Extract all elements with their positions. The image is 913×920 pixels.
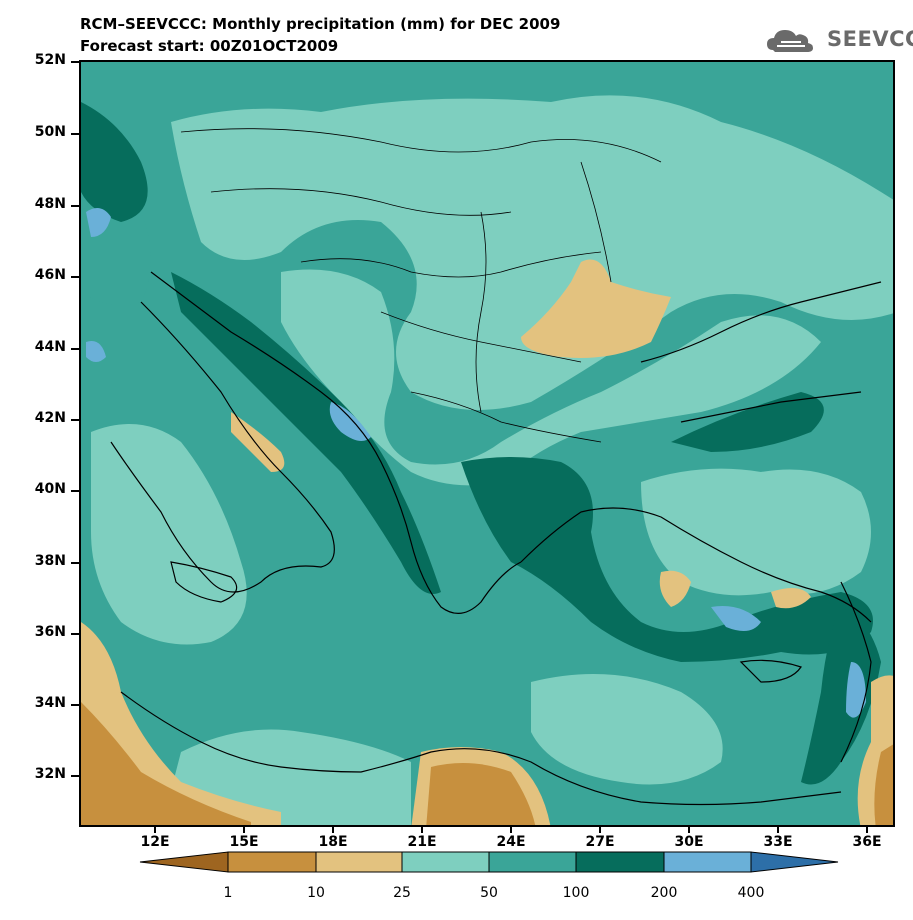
lat-label-46n: 46N (34, 267, 66, 283)
lon-tick (421, 827, 423, 833)
lon-tick (510, 827, 512, 833)
lat-tick (71, 61, 79, 63)
lon-tick (154, 827, 156, 833)
precip-region-100-200-levant (801, 602, 881, 785)
title-line-1: RCM–SEEVCCC: Monthly precipitation (mm) … (80, 15, 561, 33)
colorbar-segment-gt400 (750, 851, 839, 873)
lat-label-32n: 32N (34, 766, 66, 782)
map-title: RCM–SEEVCCC: Monthly precipitation (mm) … (80, 13, 560, 57)
lon-label-36e: 36E (852, 834, 882, 850)
logo-text: SEEVCCC (827, 27, 913, 51)
lon-tick (688, 827, 690, 833)
colorbar-label-400: 400 (737, 885, 765, 901)
border-layer (180, 128, 662, 443)
colorbar-segment-200-400 (663, 851, 752, 873)
precip-region-25-50-levant-sea (531, 674, 723, 785)
lon-label-33e: 33E (763, 834, 793, 850)
lat-tick (71, 419, 79, 421)
colorbar-segment-25-50 (401, 851, 490, 873)
map-svg (81, 62, 893, 825)
precip-region-25-50-balkans (281, 269, 821, 486)
lon-tick (243, 827, 245, 833)
lat-tick (71, 704, 79, 706)
colorbar-legend (139, 851, 839, 873)
lon-label-15e: 15E (229, 834, 259, 850)
lon-label-18e: 18E (318, 834, 348, 850)
lon-label-30e: 30E (674, 834, 704, 850)
lat-label-38n: 38N (34, 553, 66, 569)
lat-tick (71, 633, 79, 635)
precip-region-1-10-africa (81, 702, 251, 825)
colorbar-segment-lt1 (139, 851, 229, 873)
lon-label-24e: 24E (496, 834, 526, 850)
precip-region-100-200-blacksea (671, 392, 824, 452)
lat-label-42n: 42N (34, 410, 66, 426)
colorbar-label-10: 10 (307, 885, 325, 901)
lat-tick (71, 775, 79, 777)
lat-label-50n: 50N (34, 124, 66, 140)
precip-region-100-200-alps (81, 102, 148, 222)
lat-label-36n: 36N (34, 624, 66, 640)
colorbar-label-200: 200 (650, 885, 678, 901)
lat-label-44n: 44N (34, 339, 66, 355)
precip-region-25-50-tyrrhenian (91, 424, 247, 645)
lat-label-52n: 52N (34, 52, 66, 68)
precip-region-1-10-east (874, 744, 893, 825)
colorbar-segment-1-10 (227, 851, 317, 873)
lon-label-21e: 21E (407, 834, 437, 850)
precip-region-1-10-egypt (426, 763, 536, 825)
lon-label-27e: 27E (585, 834, 615, 850)
colorbar-label-100: 100 (562, 885, 590, 901)
colorbar-label-50: 50 (480, 885, 498, 901)
lat-label-40n: 40N (34, 481, 66, 497)
colorbar-segment-100-200 (575, 851, 665, 873)
precip-region-10-25-romania (521, 259, 671, 358)
precip-region-25-50-anatolia (641, 468, 871, 596)
lat-tick (71, 562, 79, 564)
colorbar-label-1: 1 (223, 885, 233, 901)
lon-tick (332, 827, 334, 833)
lon-label-12e: 12E (140, 834, 170, 850)
coastline-layer (110, 271, 882, 806)
colorbar-segment-10-25 (315, 851, 403, 873)
lat-label-48n: 48N (34, 196, 66, 212)
precip-region-25-50-north (171, 95, 893, 410)
cloud-logo-icon (767, 30, 813, 52)
colorbar-label-25: 25 (393, 885, 411, 901)
lat-tick (71, 490, 79, 492)
lat-label-34n: 34N (34, 695, 66, 711)
lon-tick (599, 827, 601, 833)
precip-region-10-25-anatolia (659, 570, 811, 609)
lat-tick (71, 348, 79, 350)
precipitation-map (79, 60, 895, 827)
colorbar-segment-50-100 (488, 851, 577, 873)
lon-tick (777, 827, 779, 833)
precip-region-100-200-aegean (461, 457, 873, 662)
lat-tick (71, 276, 79, 278)
lat-tick (71, 205, 79, 207)
title-line-2: Forecast start: 00Z01OCT2009 (80, 37, 339, 55)
lat-tick (71, 133, 79, 135)
lon-tick (866, 827, 868, 833)
precip-region-100-200-adriatic (171, 272, 441, 594)
